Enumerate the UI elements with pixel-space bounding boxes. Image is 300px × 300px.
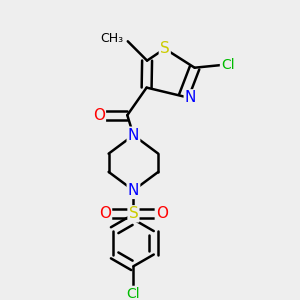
- Text: S: S: [160, 41, 169, 56]
- Text: O: O: [156, 206, 168, 221]
- Text: O: O: [93, 108, 105, 123]
- Text: Cl: Cl: [221, 58, 235, 72]
- Text: N: N: [128, 183, 139, 198]
- Text: Cl: Cl: [127, 287, 140, 300]
- Text: N: N: [185, 90, 196, 105]
- Text: O: O: [99, 206, 111, 221]
- Text: S: S: [129, 206, 138, 221]
- Text: N: N: [128, 128, 139, 143]
- Text: CH₃: CH₃: [100, 32, 124, 45]
